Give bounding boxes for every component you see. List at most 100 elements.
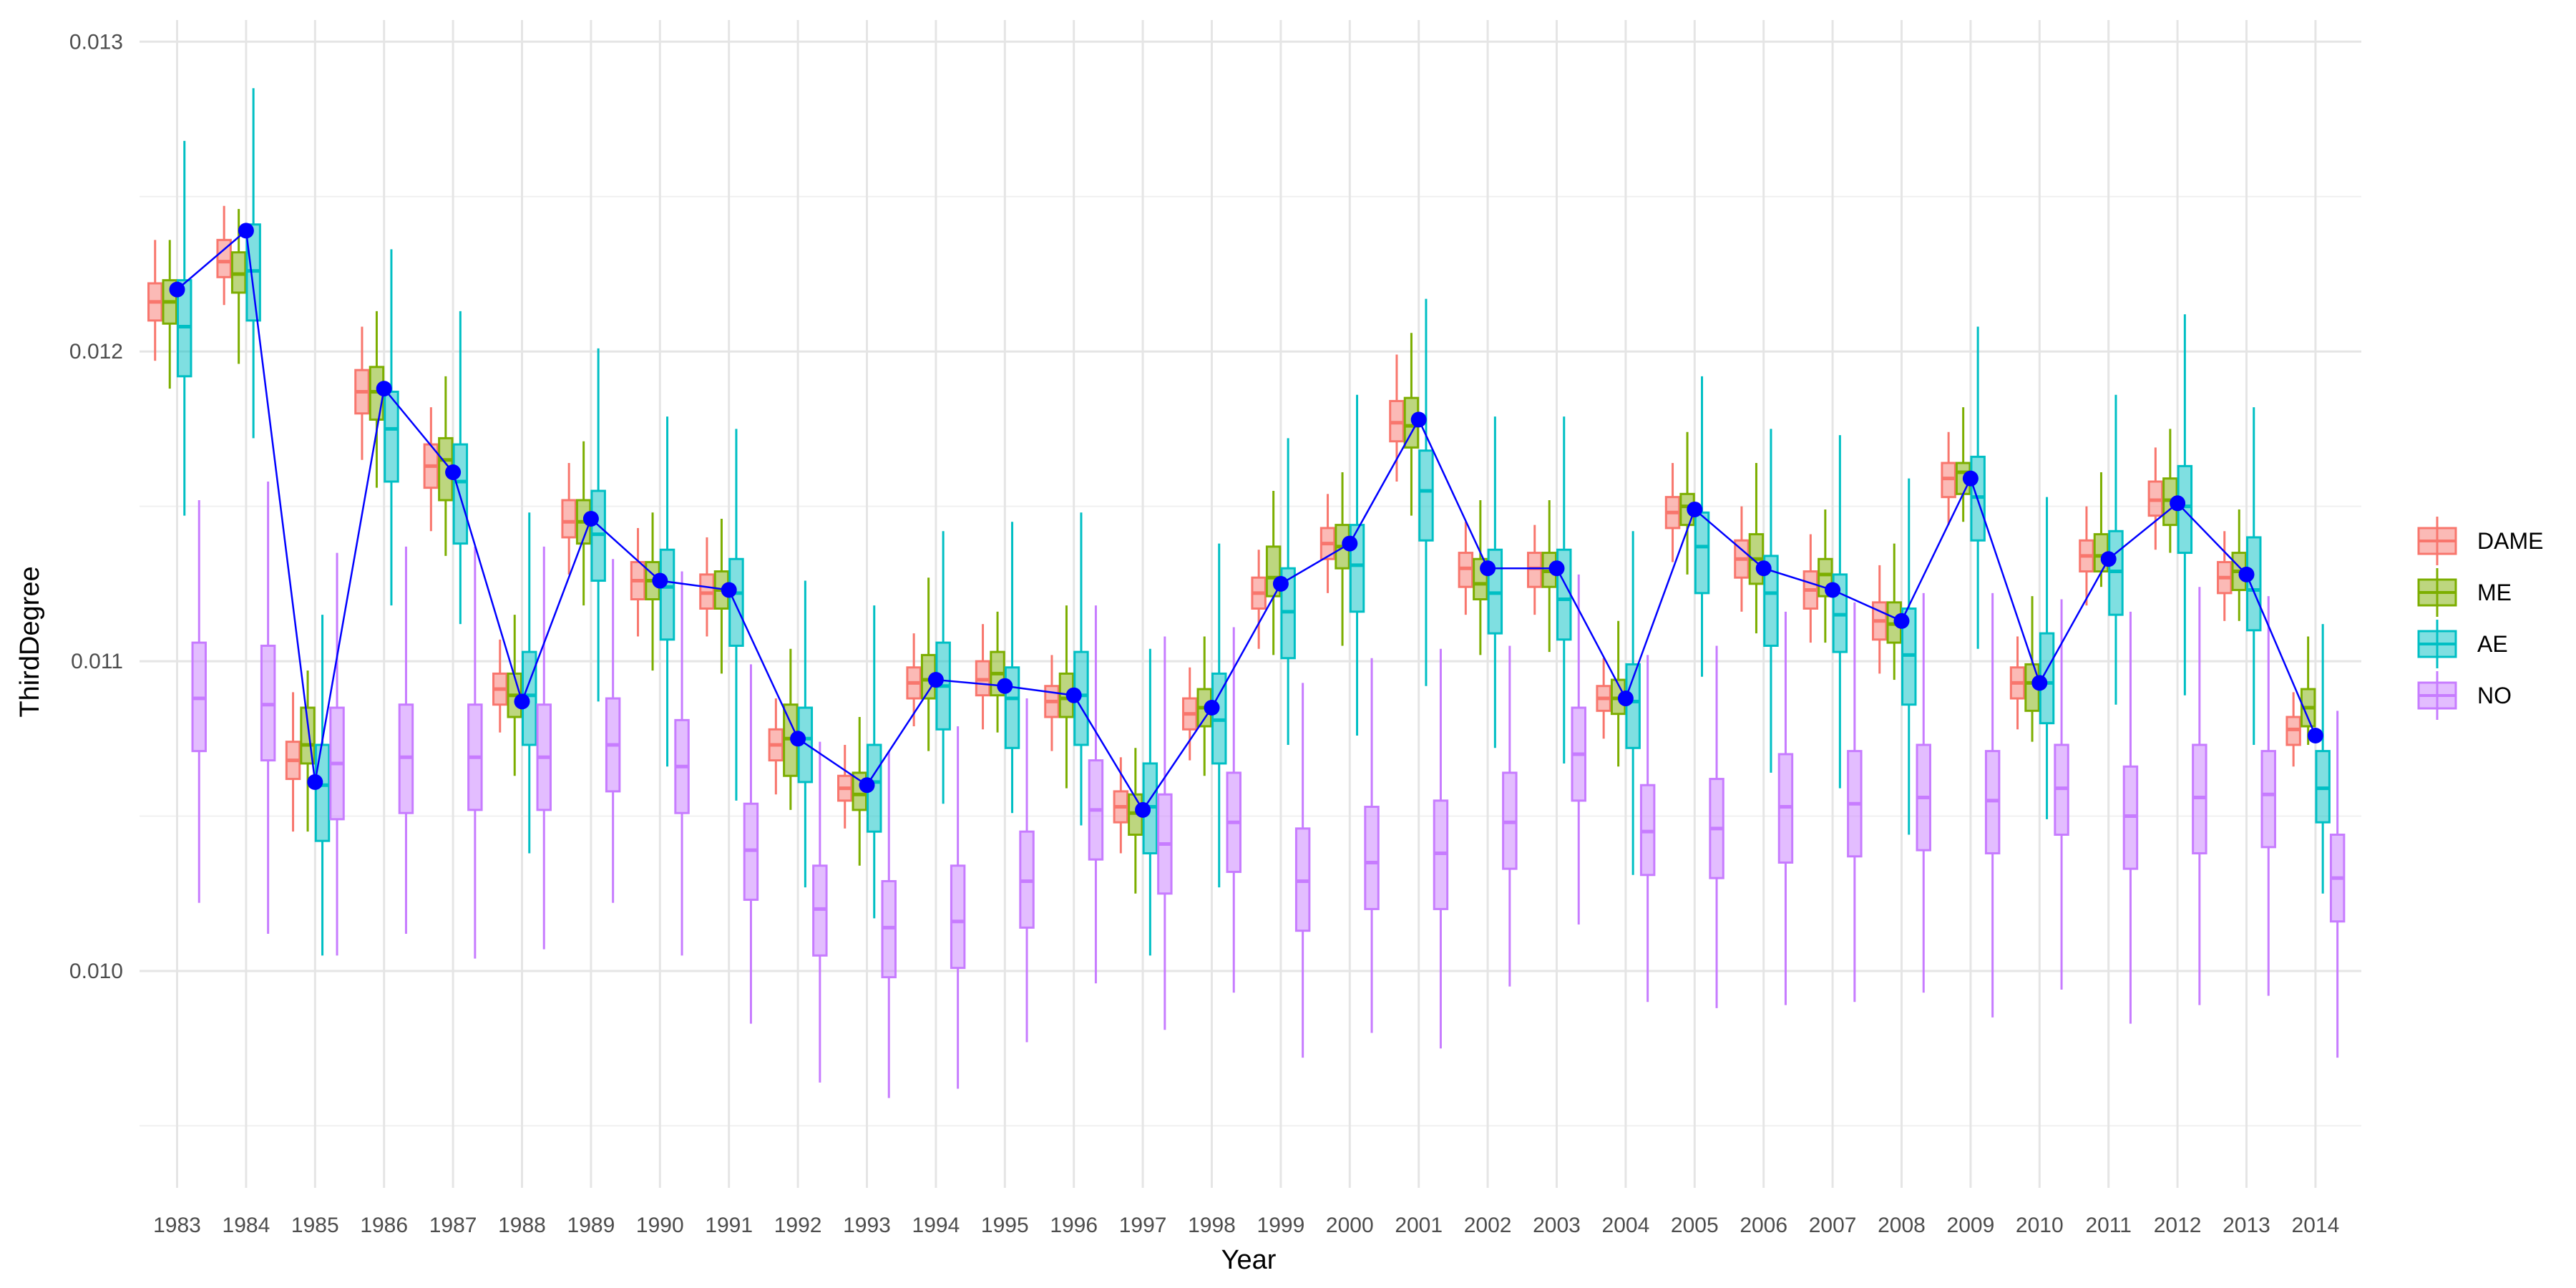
box-body bbox=[384, 390, 399, 483]
box-no-2013 bbox=[2260, 596, 2276, 996]
box-no-1994 bbox=[950, 726, 966, 1089]
box-body bbox=[561, 499, 577, 539]
y-axis-title: ThirdDegree bbox=[15, 566, 45, 717]
x-tick-label: 1994 bbox=[912, 1214, 960, 1237]
mean-point-1993 bbox=[859, 777, 875, 794]
y-tick-label: 0.010 bbox=[69, 960, 123, 983]
box-no-1985 bbox=[329, 552, 345, 956]
box-dame-2009 bbox=[1941, 431, 1956, 525]
mean-point-2003 bbox=[1548, 560, 1565, 577]
box-me-1984 bbox=[230, 209, 247, 364]
box-ae-1999 bbox=[1280, 438, 1296, 745]
mean-point-2013 bbox=[2238, 566, 2255, 582]
box-me-1994 bbox=[920, 577, 937, 751]
box-ae-1996 bbox=[1073, 512, 1089, 826]
mean-point-2004 bbox=[1617, 691, 1634, 707]
box-no-2011 bbox=[2122, 611, 2139, 1024]
box-no-2001 bbox=[1433, 648, 1449, 1049]
box-no-1986 bbox=[398, 546, 414, 935]
box-no-1990 bbox=[674, 571, 690, 956]
box-no-1996 bbox=[1088, 605, 1104, 984]
box-no-1993 bbox=[881, 751, 897, 1098]
x-tick-label: 2004 bbox=[1602, 1214, 1650, 1237]
box-me-2002 bbox=[1473, 499, 1488, 655]
box-ae-2010 bbox=[2039, 497, 2055, 819]
mean-point-2006 bbox=[1755, 560, 1772, 577]
legend-label: DAME bbox=[2477, 528, 2543, 554]
box-dame-2006 bbox=[1734, 506, 1750, 612]
box-body bbox=[2260, 750, 2276, 849]
mean-point-2001 bbox=[1410, 411, 1427, 428]
legend-item-no: NO bbox=[2417, 671, 2512, 720]
box-no-2006 bbox=[1777, 611, 1794, 1005]
box-body bbox=[659, 548, 675, 641]
box-me-2006 bbox=[1748, 463, 1765, 634]
box-ae-2014 bbox=[2315, 624, 2331, 894]
x-tick-label: 1985 bbox=[291, 1214, 339, 1237]
box-me-2010 bbox=[2024, 596, 2040, 742]
box-dame-2010 bbox=[2009, 636, 2026, 730]
y-tick-labels: 0.010 0.011 0.012 0.013 bbox=[69, 30, 123, 983]
mean-point-1997 bbox=[1135, 801, 1151, 818]
box-ae-1986 bbox=[384, 249, 399, 606]
mean-point-1990 bbox=[652, 572, 668, 589]
y-tick-label: 0.013 bbox=[69, 30, 123, 54]
box-ae-1994 bbox=[935, 531, 951, 804]
box-no-1999 bbox=[1294, 683, 1311, 1058]
mean-point-2002 bbox=[1480, 560, 1496, 577]
mean-point-2012 bbox=[2170, 495, 2186, 512]
x-tick-label: 1991 bbox=[705, 1214, 753, 1237]
box-dame-2004 bbox=[1596, 658, 1611, 739]
mean-point-1996 bbox=[1065, 687, 1082, 703]
box-ae-1984 bbox=[245, 88, 261, 439]
mean-point-1999 bbox=[1272, 575, 1289, 592]
box-dame-2013 bbox=[2217, 531, 2233, 621]
x-tick-label: 1995 bbox=[981, 1214, 1029, 1237]
box-me-2000 bbox=[1335, 472, 1350, 646]
x-tick-label: 2008 bbox=[1878, 1214, 1926, 1237]
box-dame-2003 bbox=[1527, 525, 1543, 615]
box-ae-2008 bbox=[1901, 478, 1917, 835]
box-no-1998 bbox=[1226, 627, 1241, 993]
box-ae-1985 bbox=[314, 615, 331, 956]
x-tick-label: 2013 bbox=[2223, 1214, 2270, 1237]
box-no-2012 bbox=[2192, 587, 2207, 1005]
box-body bbox=[216, 238, 232, 278]
mean-point-1989 bbox=[582, 510, 599, 527]
box-me-1992 bbox=[783, 648, 799, 810]
x-tick-label: 1998 bbox=[1188, 1214, 1236, 1237]
box-dame-2002 bbox=[1458, 522, 1474, 615]
mean-point-2014 bbox=[2307, 727, 2323, 743]
box-no-2014 bbox=[2329, 711, 2346, 1058]
mean-line-layer bbox=[169, 223, 2323, 818]
box-no-2002 bbox=[1502, 645, 1518, 987]
x-tick-label: 2007 bbox=[1809, 1214, 1857, 1237]
mean-line bbox=[176, 228, 2317, 812]
box-no-2008 bbox=[1916, 592, 1931, 993]
box-dame-2000 bbox=[1319, 494, 1336, 593]
box-ae-1997 bbox=[1142, 648, 1158, 956]
box-no-2004 bbox=[1639, 655, 1656, 1002]
mean-point-1992 bbox=[790, 731, 806, 747]
mean-point-1984 bbox=[238, 223, 254, 239]
mean-point-1998 bbox=[1204, 700, 1220, 716]
x-tick-label: 2012 bbox=[2154, 1214, 2202, 1237]
box-body bbox=[1763, 555, 1779, 647]
mean-point-1988 bbox=[514, 693, 530, 710]
box-ae-2002 bbox=[1487, 416, 1503, 748]
mean-point-1986 bbox=[376, 381, 392, 397]
box-no-2005 bbox=[1709, 645, 1724, 1008]
box-me-1985 bbox=[300, 670, 316, 832]
y-tick-label: 0.011 bbox=[71, 650, 123, 673]
box-body bbox=[950, 864, 966, 970]
x-tick-label: 2000 bbox=[1326, 1214, 1374, 1237]
box-me-2013 bbox=[2231, 509, 2247, 621]
x-tick-label: 2014 bbox=[2292, 1214, 2340, 1237]
mean-point-2000 bbox=[1342, 535, 1358, 552]
box-no-2003 bbox=[1571, 574, 1586, 925]
x-tick-label: 2011 bbox=[2085, 1214, 2132, 1237]
box-body bbox=[2246, 536, 2262, 632]
box-no-1984 bbox=[260, 482, 276, 935]
box-ae-1983 bbox=[177, 140, 192, 516]
